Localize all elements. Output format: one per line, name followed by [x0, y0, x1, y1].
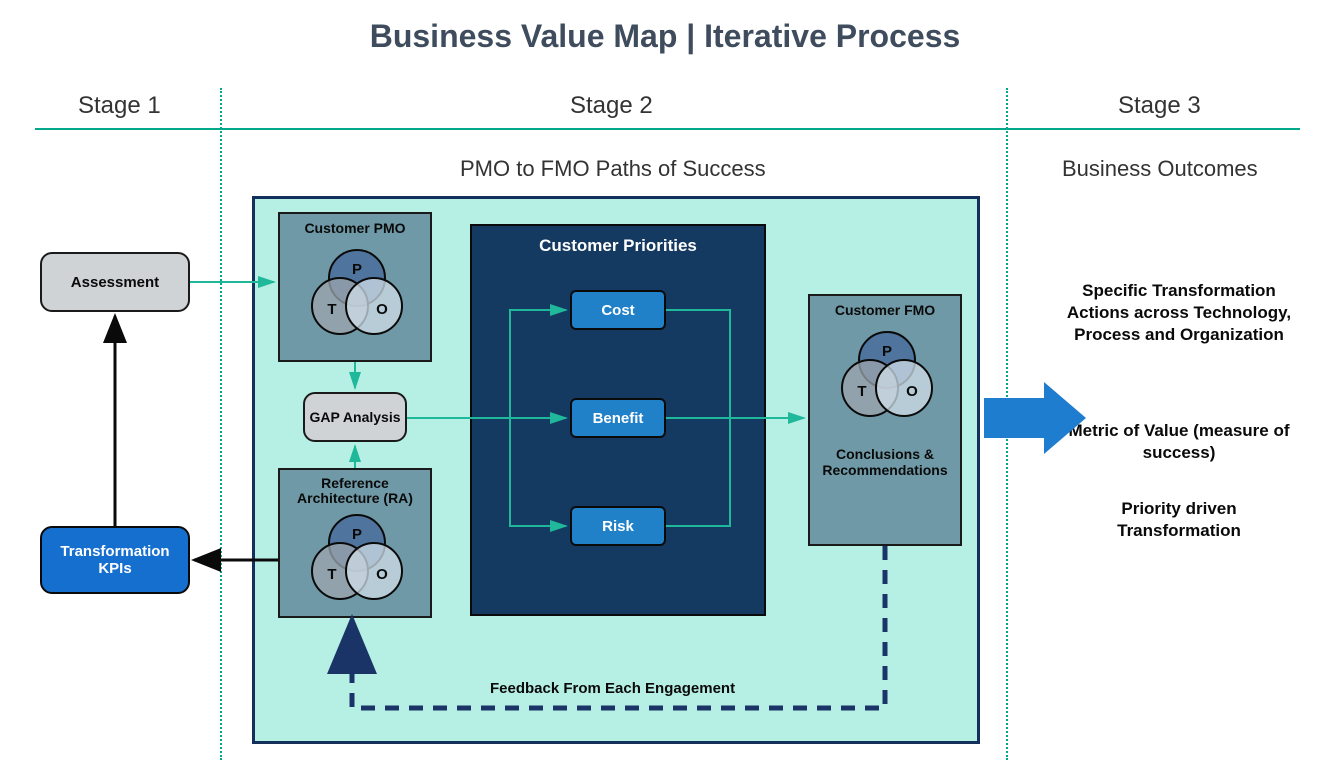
assessment-label: Assessment — [71, 274, 159, 291]
stage-divider-vertical-1 — [220, 88, 222, 760]
assessment-box: Assessment — [40, 252, 190, 312]
outcome-2: Metric of Value (measure of success) — [1064, 420, 1294, 464]
svg-text:O: O — [906, 383, 918, 400]
outcomes-subhead: Business Outcomes — [1062, 156, 1258, 182]
customer-priorities-title: Customer Priorities — [472, 226, 764, 256]
priority-cost: Cost — [570, 290, 666, 330]
svg-text:T: T — [327, 301, 336, 318]
customer-fmo-title: Customer FMO — [810, 302, 960, 318]
stage-3-label: Stage 3 — [1118, 92, 1201, 120]
reference-architecture-title: Reference Architecture (RA) — [280, 476, 430, 507]
gap-analysis-box: GAP Analysis — [303, 392, 407, 442]
svg-text:T: T — [857, 383, 866, 400]
svg-text:O: O — [376, 566, 388, 583]
priority-benefit: Benefit — [570, 398, 666, 438]
stage-1-label: Stage 1 — [78, 92, 161, 120]
priority-benefit-label: Benefit — [593, 410, 644, 427]
customer-fmo-subtitle: Conclusions & Recommendations — [810, 446, 960, 478]
kpis-label: Transformation KPIs — [42, 543, 188, 577]
pmo-venn-icon: P T O — [280, 236, 434, 356]
stage-divider-horizontal — [35, 128, 1300, 130]
feedback-label: Feedback From Each Engagement — [490, 680, 735, 697]
svg-text:O: O — [376, 301, 388, 318]
outcome-1: Specific Transformation Actions across T… — [1064, 280, 1294, 346]
fmo-venn-icon: P T O — [810, 318, 964, 438]
svg-text:P: P — [352, 526, 362, 543]
svg-text:P: P — [352, 261, 362, 278]
kpis-box: Transformation KPIs — [40, 526, 190, 594]
priority-risk: Risk — [570, 506, 666, 546]
page-title: Business Value Map | Iterative Process — [0, 0, 1330, 55]
svg-text:T: T — [327, 566, 336, 583]
stage-2-label: Stage 2 — [570, 92, 653, 120]
svg-text:P: P — [882, 343, 892, 360]
customer-pmo-box: Customer PMO P T O — [278, 212, 432, 362]
priority-cost-label: Cost — [601, 302, 634, 319]
gap-analysis-label: GAP Analysis — [309, 409, 400, 425]
priority-risk-label: Risk — [602, 518, 634, 535]
ra-venn-icon: P T O — [280, 507, 434, 617]
stage-divider-vertical-2 — [1006, 88, 1008, 760]
outcome-3: Priority driven Transformation — [1064, 498, 1294, 542]
customer-pmo-title: Customer PMO — [280, 220, 430, 236]
reference-architecture-box: Reference Architecture (RA) P T O — [278, 468, 432, 618]
customer-fmo-box: Customer FMO P T O Conclusions & Recomme… — [808, 294, 962, 546]
paths-subhead: PMO to FMO Paths of Success — [460, 156, 766, 182]
